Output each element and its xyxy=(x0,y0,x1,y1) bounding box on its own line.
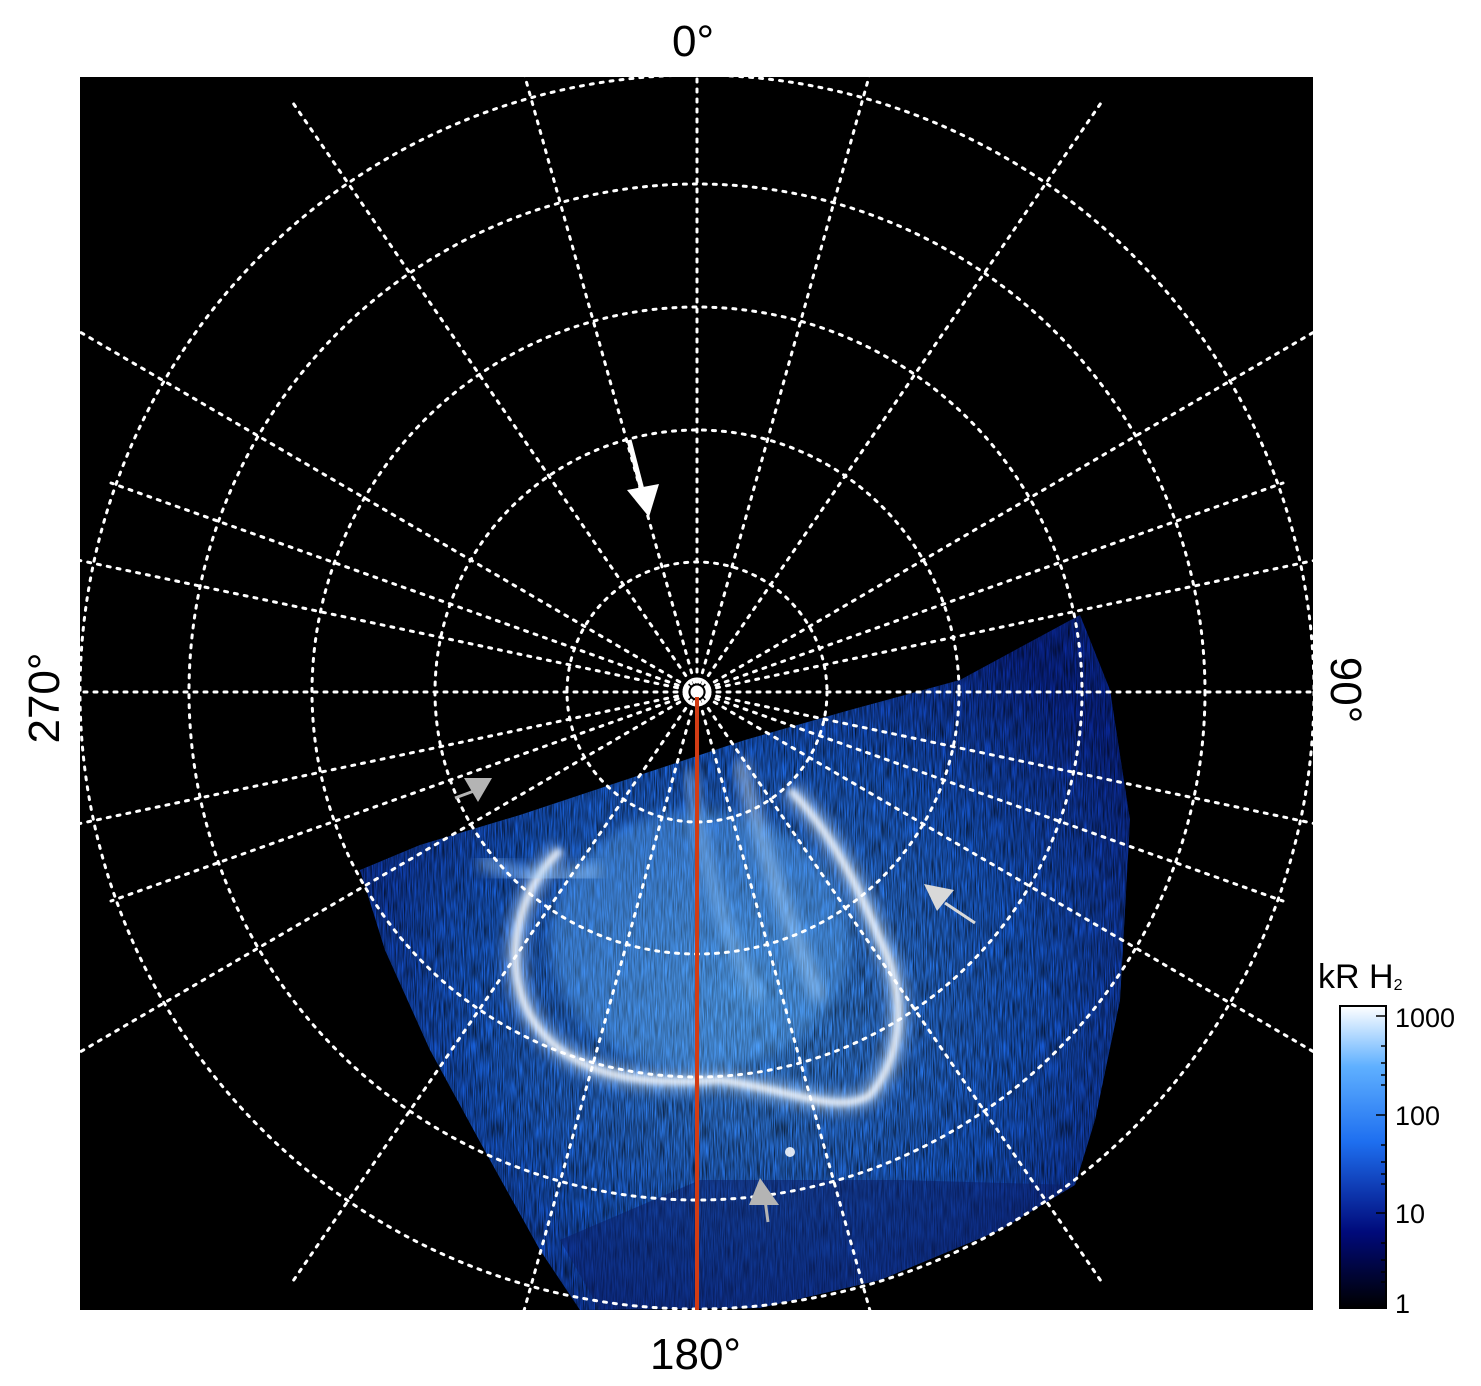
label-90-deg: 90° xyxy=(1321,656,1370,724)
colorbar-title: kR H2 xyxy=(1318,958,1402,997)
colorbar-unit: kR H xyxy=(1318,958,1394,996)
white-arrow xyxy=(626,439,659,517)
colorbar-tick: 1000 xyxy=(1395,1003,1456,1033)
gray-arrow-right xyxy=(924,884,976,925)
colorbar-tick: 1 xyxy=(1395,1289,1411,1319)
label-270-deg: 270° xyxy=(20,652,69,744)
label-180-deg: 180° xyxy=(650,1330,742,1379)
colorbar-unit-subscript: 2 xyxy=(1393,977,1403,994)
colorbar xyxy=(1339,1005,1387,1309)
gray-arrow-left xyxy=(454,778,492,802)
gray-arrow-bottom xyxy=(749,1178,779,1223)
colorbar-tick: 10 xyxy=(1395,1199,1426,1229)
aurora-emission xyxy=(360,615,1130,1310)
label-0-deg: 0° xyxy=(672,17,715,66)
colorbar-tick: 100 xyxy=(1395,1101,1441,1131)
